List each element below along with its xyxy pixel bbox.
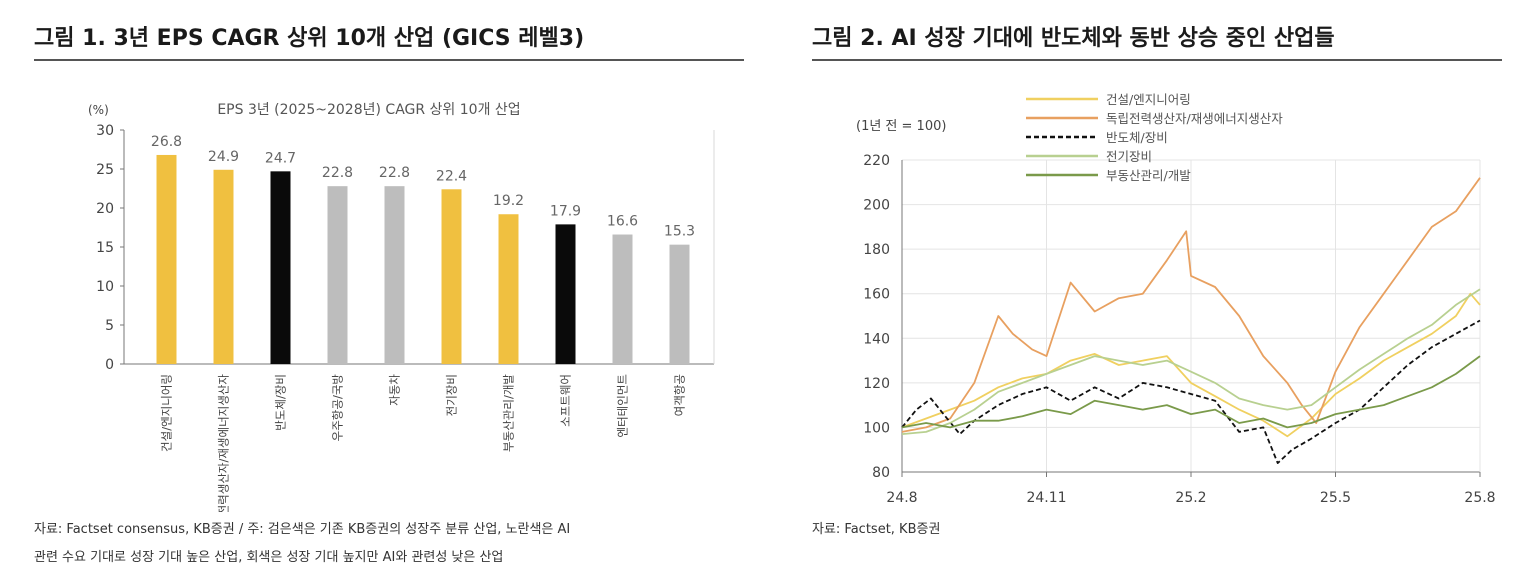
series-line	[901, 355, 1481, 429]
line-y-tick-label: 180	[863, 242, 890, 258]
bar-value-label: 22.8	[322, 165, 353, 181]
bar-chart-y-unit: (%)	[88, 103, 109, 117]
bar	[156, 154, 177, 364]
bar	[270, 171, 291, 364]
bar-y-tick-label: 10	[96, 279, 114, 295]
legend-label: 반도체/장비	[1106, 130, 1168, 145]
bar-category-label: 소프트웨어	[559, 374, 573, 427]
line-y-tick-label: 160	[863, 287, 890, 303]
bar-value-label: 22.4	[436, 168, 467, 184]
legend-label: 건설/엔지니어링	[1106, 92, 1191, 107]
bar-chart-title: EPS 3년 (2025~2028년) CAGR 상위 10개 산업	[217, 102, 520, 118]
bar	[669, 244, 690, 364]
line-x-tick-label: 24.11	[1026, 490, 1066, 506]
line-x-tick-label: 25.2	[1175, 490, 1206, 506]
legend-label: 독립전력생산자/재생에너지생산자	[1106, 111, 1283, 126]
bar-value-label: 24.7	[265, 150, 296, 166]
line-y-tick-label: 120	[863, 376, 890, 392]
bar-value-label: 15.3	[664, 224, 695, 240]
bar-category-label: 반도체/장비	[274, 374, 288, 431]
bar-category-label: 건설/엔지니어링	[160, 374, 174, 452]
line-chart: 80 100 120 140 160 180 200 220 24.8 24.11 25.2 25.5…	[856, 92, 1496, 506]
line-x-tick-label: 25.8	[1464, 490, 1495, 506]
line-y-tick-label: 80	[872, 465, 890, 481]
bar	[441, 189, 462, 364]
bar-value-label: 19.2	[493, 193, 524, 209]
bar-y-tick-label: 25	[96, 162, 114, 178]
bar	[498, 214, 519, 364]
bar-category-label: 엔터테인먼트	[616, 374, 630, 437]
bar	[384, 186, 405, 364]
figure1-title-rule	[34, 59, 744, 61]
bar-category-label: 여객항공	[673, 374, 687, 416]
line-chart-y-unit: (1년 전 = 100)	[856, 119, 946, 134]
bar-category-label: 전기장비	[445, 374, 459, 416]
line-y-tick-label: 140	[863, 331, 890, 347]
bar	[555, 224, 576, 364]
bar-y-tick-label: 20	[96, 201, 114, 217]
bar	[213, 169, 234, 364]
legend-label: 부동산관리/개발	[1106, 168, 1191, 183]
line-y-tick-label: 100	[863, 420, 890, 436]
series-line	[901, 319, 1481, 465]
line-x-tick-label: 24.8	[886, 490, 917, 506]
bar-category-label: 부동산관리/개발	[502, 374, 516, 452]
series-line	[901, 288, 1481, 435]
series-line	[901, 177, 1481, 433]
legend-label: 전기장비	[1106, 149, 1152, 164]
bar-value-label: 17.9	[550, 203, 581, 219]
bar-value-label: 22.8	[379, 165, 410, 181]
bar-value-label: 26.8	[151, 134, 182, 150]
bar	[612, 234, 633, 364]
figure2-title-rule	[812, 59, 1502, 61]
bar-category-label: 우주항공/국방	[331, 374, 345, 442]
series-line	[901, 292, 1481, 438]
bar-chart: EPS 3년 (2025~2028년) CAGR 상위 10개 산업 (%) 0 5 1…	[88, 102, 715, 512]
figure1-source-note-2: 관련 수요 기대로 성장 기대 높은 산업, 회색은 성장 기대 높지만 AI와…	[34, 550, 504, 565]
figure2-source-note: 자료: Factset, KB증권	[812, 522, 941, 537]
bar-y-tick-label: 0	[105, 357, 114, 373]
bar-category-label: 독립전력생산자/재생에너지생산자	[217, 374, 231, 512]
bar	[327, 186, 348, 364]
figure1-source-note: 자료: Factset consensus, KB증권 / 주: 검은색은 기존…	[34, 522, 571, 537]
line-y-tick-label: 200	[863, 198, 890, 214]
figure2-title: 그림 2. AI 성장 기대에 반도체와 동반 상승 중인 산업들	[812, 26, 1335, 51]
bar-y-tick-label: 5	[105, 318, 114, 334]
bar-value-label: 24.9	[208, 149, 239, 165]
line-y-tick-label: 220	[863, 153, 890, 169]
bar-y-tick-label: 15	[96, 240, 114, 256]
figure1-title: 그림 1. 3년 EPS CAGR 상위 10개 산업 (GICS 레벨3)	[34, 26, 585, 51]
bar-category-label: 자동차	[388, 374, 402, 406]
bar-value-label: 16.6	[607, 214, 638, 230]
line-x-tick-label: 25.5	[1320, 490, 1351, 506]
bar-y-tick-label: 30	[96, 123, 114, 139]
